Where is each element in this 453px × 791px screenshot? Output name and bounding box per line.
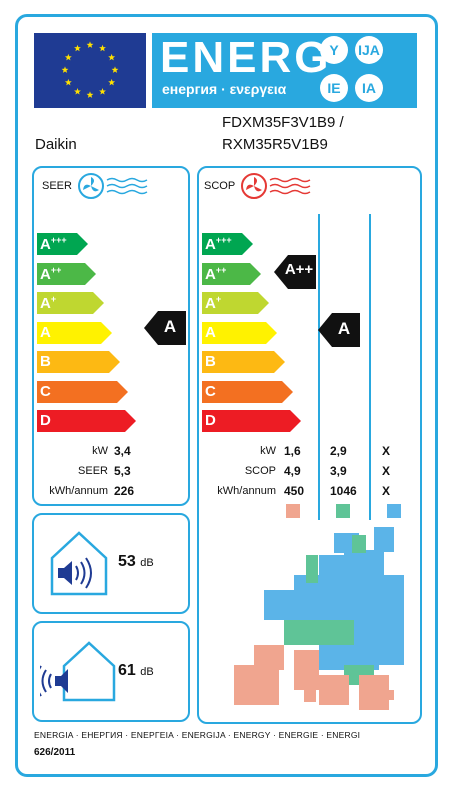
zone-warm-swatch — [286, 504, 300, 518]
indoor-db: 53 — [118, 553, 136, 570]
lang-code-y: Y — [320, 36, 348, 64]
heating-kw-average: 2,9 — [330, 444, 347, 458]
cooling-panel — [32, 166, 190, 506]
cooling-kwh-value: 226 — [114, 484, 135, 498]
cooling-kw-value: 3,4 — [114, 444, 131, 458]
cooling-class-label-1: A++ — [40, 264, 62, 283]
cooling-fan-icon — [78, 173, 148, 199]
label-frame — [15, 14, 438, 777]
model-indoor: FDXM35F3V1B9 / — [222, 114, 344, 131]
heating-kw-cold: X — [382, 444, 391, 458]
heating-class-label-3: A — [205, 323, 216, 341]
cooling-class-label-5: C — [40, 382, 51, 400]
regulation-number: 626/2011 — [34, 747, 76, 758]
heating-class-label-6: D — [205, 412, 216, 429]
heating-divider-2 — [369, 214, 371, 520]
indoor-noise-value: 53 dB — [118, 553, 154, 571]
scop-warm: 4,9 — [284, 464, 301, 478]
footer-languages: ENERGIA · ЕНЕРГИЯ · ΕΝΕΡΓΕΙΑ · ENERGIJA … — [34, 730, 361, 740]
outdoor-noise-panel — [32, 621, 190, 722]
eu-stars-icon — [61, 41, 119, 98]
heating-fan-icon — [241, 173, 311, 199]
cooling-class-label-4: B — [40, 353, 51, 370]
energy-word: ENERG — [160, 33, 332, 82]
scop-average: 3,9 — [330, 464, 347, 478]
outdoor-db: 61 — [118, 662, 136, 679]
heating-kwh-average: 1046 — [330, 484, 357, 498]
brand-name: Daikin — [35, 136, 77, 153]
heating-class-label-1: A++ — [205, 264, 227, 283]
cooling-class-label-2: A+ — [40, 294, 57, 312]
indoor-db-unit: dB — [140, 557, 154, 569]
indoor-noise-house-icon — [50, 531, 108, 596]
heating-kwh-warm: 450 — [284, 484, 305, 498]
heating-kwh-cold: X — [382, 484, 391, 498]
outdoor-noise-value: 61 dB — [118, 662, 154, 680]
heating-warm-rating: A++ — [284, 261, 314, 278]
seer-title: SEER — [42, 180, 72, 192]
cooling-class-label-3: A — [40, 323, 51, 341]
heating-kw-warm: 1,6 — [284, 444, 301, 458]
lang-code-ia: IA — [355, 74, 383, 102]
cooling-kw-label: kW — [92, 445, 108, 457]
zone-average-swatch — [336, 504, 350, 518]
heating-kw-label: kW — [260, 445, 276, 457]
scop-cold: X — [382, 464, 391, 478]
cooling-rating: A — [163, 317, 177, 336]
indoor-noise-panel — [32, 513, 190, 614]
outdoor-db-unit: dB — [140, 666, 154, 678]
heating-class-label-0: A+++ — [205, 235, 232, 253]
zone-cold-swatch — [387, 504, 401, 518]
eu-flag — [34, 33, 146, 108]
heating-class-label-5: C — [205, 382, 216, 400]
heating-divider-1 — [318, 214, 320, 520]
scop-title: SCOP — [204, 180, 236, 192]
scop-label: SCOP — [244, 465, 276, 477]
europe-climate-map — [234, 527, 404, 710]
energy-subtitle: енергия · ενεργεια — [162, 81, 287, 97]
outdoor-noise-house-icon — [40, 641, 116, 702]
heating-average-rating: A — [337, 319, 351, 338]
seer-value: 5,3 — [114, 464, 131, 478]
lang-code-ie: IE — [320, 74, 348, 102]
heating-kwh-label: kWh/annum — [217, 485, 276, 497]
heating-panel — [197, 166, 422, 724]
cooling-class-label-0: A+++ — [40, 235, 67, 253]
heating-class-label-4: B — [205, 353, 216, 370]
cooling-class-label-6: D — [40, 412, 51, 429]
lang-code-ija: IJA — [355, 36, 383, 64]
seer-label: SEER — [78, 465, 108, 477]
cooling-kwh-label: kWh/annum — [49, 485, 108, 497]
model-outdoor: RXM35R5V1B9 — [222, 136, 328, 153]
heating-class-label-2: A+ — [205, 294, 222, 312]
